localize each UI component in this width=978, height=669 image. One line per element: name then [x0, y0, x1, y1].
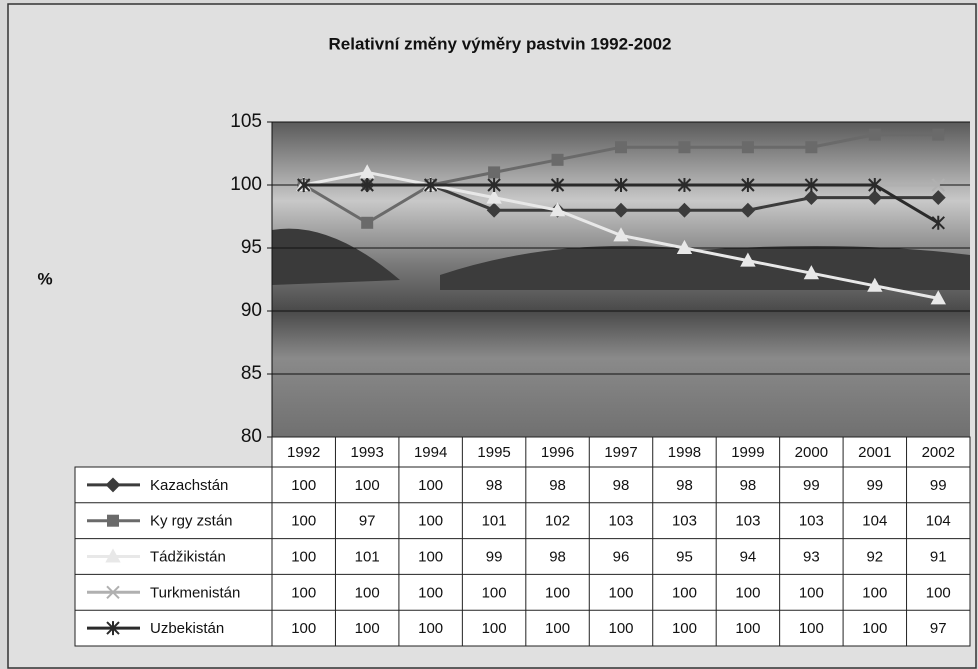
table-value: 100 — [735, 620, 760, 637]
marker — [870, 130, 880, 140]
table-value: 99 — [803, 477, 820, 494]
table-value: 100 — [291, 620, 316, 637]
x-tick-label: 1994 — [414, 444, 447, 461]
x-tick-label: 2001 — [858, 444, 891, 461]
legend-label: Turkmenistán — [150, 584, 240, 601]
table-value: 100 — [418, 548, 443, 565]
table-value: 100 — [418, 620, 443, 637]
x-tick-label: 1993 — [350, 444, 383, 461]
table-value: 100 — [735, 584, 760, 601]
legend-label: Uzbekistán — [150, 620, 224, 637]
table-value: 100 — [862, 620, 887, 637]
x-tick-label: 1995 — [477, 444, 510, 461]
x-tick-label: 1992 — [287, 444, 320, 461]
x-tick-label: 1997 — [604, 444, 637, 461]
legend-marker — [108, 516, 118, 526]
table-value: 100 — [482, 620, 507, 637]
chart: Relativní změny výměry pastvin 1992-2002… — [0, 0, 978, 669]
marker — [553, 155, 563, 165]
table-value: 100 — [418, 477, 443, 494]
table-value: 100 — [799, 620, 824, 637]
table-value: 92 — [866, 548, 883, 565]
table-value: 98 — [549, 477, 566, 494]
table-value: 97 — [930, 620, 947, 637]
table-value: 94 — [740, 548, 757, 565]
table-value: 103 — [608, 513, 633, 530]
table-value: 100 — [862, 584, 887, 601]
table-value: 104 — [926, 513, 951, 530]
table-value: 99 — [866, 477, 883, 494]
table-value: 104 — [862, 513, 887, 530]
table-value: 100 — [672, 620, 697, 637]
table-value: 100 — [355, 477, 380, 494]
marker — [933, 130, 943, 140]
table-value: 103 — [735, 513, 760, 530]
y-tick-label: 85 — [241, 363, 262, 384]
table-value: 101 — [482, 513, 507, 530]
table-value: 100 — [418, 513, 443, 530]
marker — [806, 142, 816, 152]
legend-label: Ky rgy zstán — [150, 513, 233, 530]
table-value: 99 — [486, 548, 503, 565]
x-tick-label: 2002 — [922, 444, 955, 461]
table-value: 99 — [930, 477, 947, 494]
y-tick-label: 80 — [241, 426, 262, 447]
x-tick-label: 1996 — [541, 444, 574, 461]
table-value: 100 — [545, 620, 570, 637]
table-value: 100 — [291, 584, 316, 601]
x-tick-label: 1999 — [731, 444, 764, 461]
table-value: 98 — [740, 477, 757, 494]
table-value: 95 — [676, 548, 693, 565]
table-value: 91 — [930, 548, 947, 565]
table-value: 100 — [926, 584, 951, 601]
table-value: 100 — [355, 620, 380, 637]
table-value: 100 — [418, 584, 443, 601]
table-value: 103 — [799, 513, 824, 530]
table-value: 100 — [608, 584, 633, 601]
table-value: 100 — [608, 620, 633, 637]
marker — [616, 142, 626, 152]
table-value: 100 — [545, 584, 570, 601]
table-value: 100 — [291, 477, 316, 494]
table-value: 100 — [291, 513, 316, 530]
y-tick-label: 105 — [230, 111, 262, 132]
table-value: 98 — [549, 548, 566, 565]
table-value: 101 — [355, 548, 380, 565]
chart-title: Relativní změny výměry pastvin 1992-2002 — [328, 34, 671, 53]
table-value: 100 — [799, 584, 824, 601]
table-border — [272, 437, 970, 646]
table-value: 96 — [613, 548, 630, 565]
marker — [489, 167, 499, 177]
marker — [679, 142, 689, 152]
x-tick-label: 1998 — [668, 444, 701, 461]
marker — [362, 218, 372, 228]
table-value: 97 — [359, 513, 376, 530]
y-tick-label: 100 — [230, 174, 262, 195]
table-value: 102 — [545, 513, 570, 530]
table-value: 100 — [291, 548, 316, 565]
table-value: 98 — [613, 477, 630, 494]
marker — [743, 142, 753, 152]
table-value: 100 — [672, 584, 697, 601]
table-value: 98 — [676, 477, 693, 494]
table-value: 100 — [482, 584, 507, 601]
table-value: 103 — [672, 513, 697, 530]
y-axis-label: % — [37, 269, 52, 288]
table-value: 98 — [486, 477, 503, 494]
y-tick-label: 95 — [241, 237, 262, 258]
x-tick-label: 2000 — [795, 444, 828, 461]
legend-label: Tádžikistán — [150, 548, 226, 565]
y-tick-label: 90 — [241, 300, 262, 321]
table-value: 100 — [355, 584, 380, 601]
table-value: 93 — [803, 548, 820, 565]
legend-label: Kazachstán — [150, 477, 228, 494]
